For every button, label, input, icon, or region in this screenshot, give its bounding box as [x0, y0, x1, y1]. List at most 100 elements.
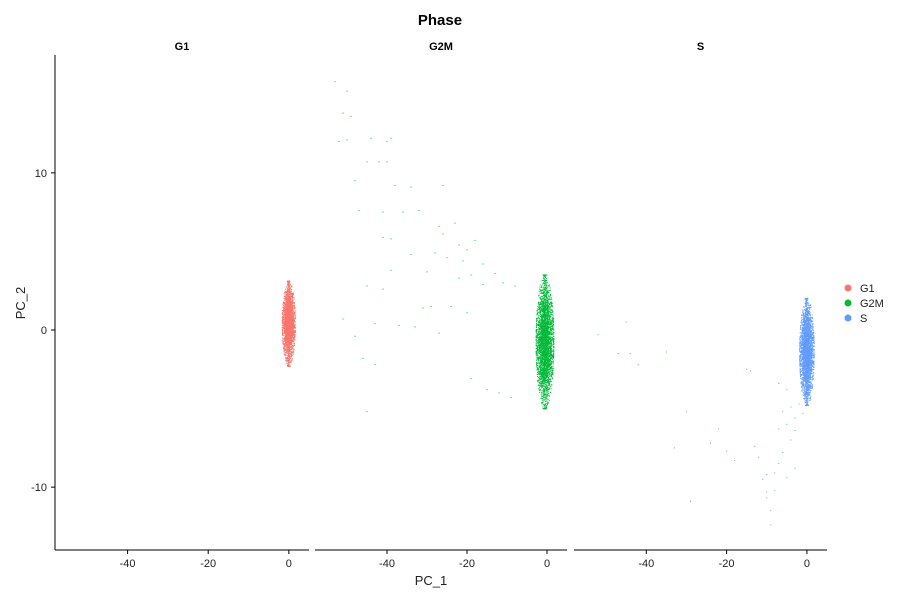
data-point	[546, 398, 548, 400]
data-point	[294, 336, 296, 338]
data-point	[547, 371, 549, 373]
data-point	[540, 360, 542, 362]
data-point	[287, 294, 289, 296]
data-point	[547, 375, 549, 377]
data-point	[536, 318, 538, 320]
data-point	[291, 356, 292, 357]
data-point	[540, 386, 542, 388]
data-point	[547, 286, 549, 288]
data-point	[536, 314, 538, 316]
data-point	[553, 347, 555, 349]
data-point	[545, 300, 547, 302]
data-point	[547, 304, 548, 306]
data-point	[547, 322, 549, 324]
data-point	[283, 328, 285, 329]
data-point	[542, 350, 544, 352]
data-point	[537, 306, 539, 308]
data-point	[549, 330, 551, 332]
data-point	[535, 345, 537, 347]
data-point	[542, 327, 544, 329]
data-point	[536, 362, 538, 364]
data-point	[545, 344, 547, 346]
data-point	[293, 314, 295, 316]
data-point	[290, 358, 292, 360]
data-point	[544, 393, 546, 395]
data-point	[286, 327, 288, 329]
data-point	[551, 325, 553, 327]
data-point	[548, 345, 550, 347]
data-point	[283, 341, 285, 343]
data-point	[546, 274, 548, 276]
data-point	[545, 382, 547, 383]
data-point	[538, 388, 540, 390]
data-point	[551, 372, 553, 374]
data-point	[548, 308, 550, 310]
data-point	[545, 318, 547, 320]
data-point	[282, 341, 284, 342]
data-point	[290, 306, 292, 308]
data-point	[287, 365, 289, 367]
data-point	[541, 331, 542, 332]
data-point	[547, 314, 549, 316]
data-point	[545, 277, 546, 279]
data-point	[285, 319, 287, 321]
data-point	[536, 335, 538, 337]
data-point	[538, 320, 540, 322]
data-point	[284, 312, 286, 314]
data-point	[539, 312, 541, 314]
data-point	[293, 303, 295, 305]
data-point	[288, 320, 290, 322]
data-point	[540, 307, 542, 309]
data-point	[546, 282, 548, 284]
data-point	[546, 331, 548, 333]
data-point	[282, 334, 284, 336]
data-point	[540, 383, 542, 384]
data-point	[549, 383, 551, 385]
data-point	[289, 334, 291, 336]
data-point	[291, 308, 293, 310]
data-point	[289, 322, 291, 324]
data-point	[543, 347, 545, 349]
data-point	[547, 335, 549, 337]
data-point	[550, 369, 552, 371]
data-point	[281, 321, 283, 323]
data-point	[540, 301, 542, 303]
data-point	[545, 336, 547, 338]
data-point	[550, 347, 552, 349]
data-point	[286, 331, 288, 333]
data-point	[542, 353, 544, 354]
data-point	[282, 343, 284, 345]
data-point	[535, 331, 537, 333]
data-point	[549, 287, 551, 289]
data-point	[542, 301, 544, 303]
data-point	[553, 325, 555, 327]
data-point	[286, 327, 288, 328]
data-point	[544, 404, 546, 406]
data-point	[545, 377, 546, 379]
data-point	[540, 397, 542, 399]
data-point	[537, 361, 539, 363]
data-point	[539, 307, 541, 309]
data-point	[291, 349, 292, 351]
data-point	[543, 380, 545, 382]
data-point	[551, 344, 553, 346]
data-point	[291, 316, 293, 318]
data-point	[544, 296, 546, 298]
data-point	[284, 314, 286, 316]
data-point	[544, 404, 546, 406]
data-point	[290, 353, 292, 355]
data-point	[291, 332, 293, 334]
data-point	[282, 306, 284, 308]
data-point	[543, 313, 545, 315]
data-point	[292, 314, 294, 316]
data-point	[542, 322, 544, 324]
data-point	[287, 337, 289, 338]
data-point	[536, 352, 538, 354]
data-point	[284, 340, 285, 342]
data-point	[538, 330, 540, 332]
data-point	[292, 292, 294, 294]
data-point	[287, 316, 289, 318]
data-point	[291, 300, 293, 301]
data-point	[293, 304, 295, 306]
data-point	[541, 387, 543, 389]
